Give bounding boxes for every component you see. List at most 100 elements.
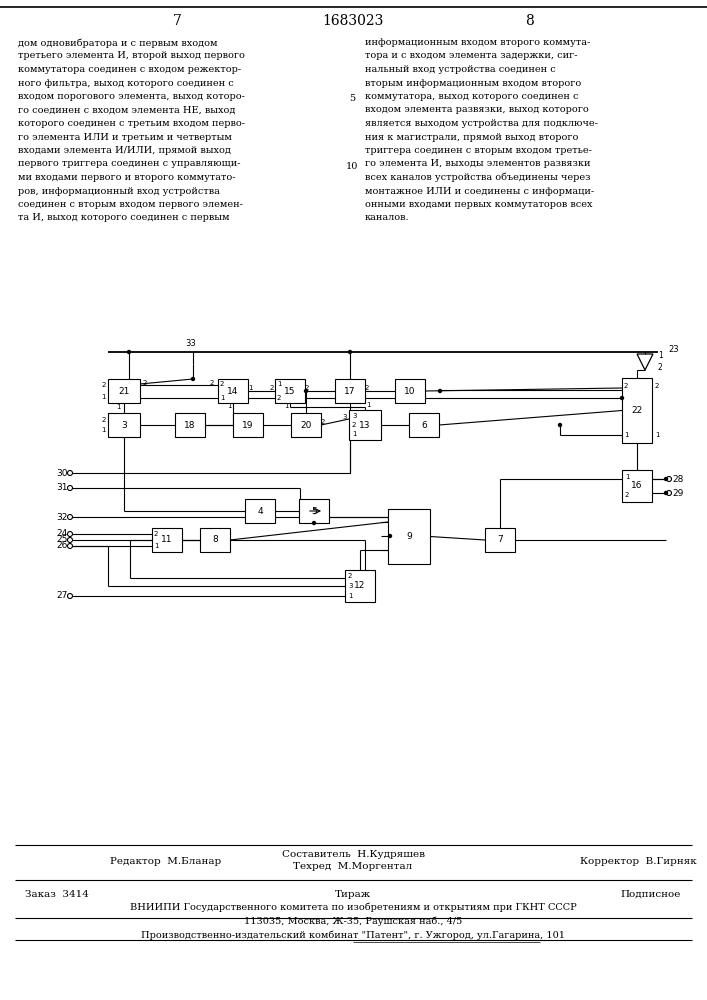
Text: 23: 23 bbox=[668, 346, 679, 355]
Text: монтажное ИЛИ и соединены с информаци-: монтажное ИЛИ и соединены с информаци- bbox=[365, 186, 594, 196]
Text: вторым информационным входом второго: вторым информационным входом второго bbox=[365, 79, 581, 88]
Circle shape bbox=[389, 534, 392, 538]
Text: входами элемента И/ИЛИ, прямой выход: входами элемента И/ИЛИ, прямой выход bbox=[18, 146, 231, 155]
Text: информационным входом второго коммута-: информационным входом второго коммута- bbox=[365, 38, 590, 47]
Text: ров, информационный вход устройства: ров, информационный вход устройства bbox=[18, 186, 220, 196]
Text: го элемента И, выходы элементов развязки: го элемента И, выходы элементов развязки bbox=[365, 159, 590, 168]
Circle shape bbox=[438, 389, 441, 392]
Text: 1: 1 bbox=[102, 427, 106, 433]
Text: ного фильтра, выход которого соединен с: ного фильтра, выход которого соединен с bbox=[18, 79, 234, 88]
Text: 1: 1 bbox=[625, 474, 629, 480]
Text: 2: 2 bbox=[352, 422, 356, 428]
Text: 3: 3 bbox=[348, 583, 353, 589]
Text: та И, выход которого соединен с первым: та И, выход которого соединен с первым bbox=[18, 214, 230, 223]
Text: третьего элемента И, второй выход первого: третьего элемента И, второй выход первог… bbox=[18, 51, 245, 60]
Text: 21: 21 bbox=[118, 386, 129, 395]
Bar bbox=[291, 413, 321, 437]
Bar bbox=[275, 379, 305, 403]
Text: 19: 19 bbox=[243, 420, 254, 430]
Text: 14: 14 bbox=[228, 386, 239, 395]
Text: 17: 17 bbox=[344, 386, 356, 395]
Circle shape bbox=[349, 351, 351, 354]
Text: 9: 9 bbox=[406, 532, 412, 541]
Text: 25: 25 bbox=[57, 536, 68, 544]
Circle shape bbox=[312, 522, 315, 524]
Text: 33: 33 bbox=[186, 338, 197, 348]
Text: 2: 2 bbox=[321, 419, 325, 425]
Text: 18: 18 bbox=[185, 420, 196, 430]
Text: 16: 16 bbox=[631, 482, 643, 490]
Text: которого соединен с третьим входом перво-: которого соединен с третьим входом перво… bbox=[18, 119, 245, 128]
Text: 2: 2 bbox=[655, 383, 660, 389]
Text: 2: 2 bbox=[143, 380, 147, 386]
Bar bbox=[388, 509, 430, 564]
Text: 2: 2 bbox=[209, 380, 214, 386]
Text: ния к магистрали, прямой выход второго: ния к магистрали, прямой выход второго bbox=[365, 132, 578, 141]
Text: 4: 4 bbox=[257, 506, 263, 516]
Text: 1683023: 1683023 bbox=[322, 14, 384, 28]
Text: 8: 8 bbox=[525, 14, 534, 28]
Text: 10: 10 bbox=[346, 162, 358, 171]
Text: 6: 6 bbox=[421, 420, 427, 430]
Text: коммутатора соединен с входом режектор-: коммутатора соединен с входом режектор- bbox=[18, 65, 241, 74]
Text: 1: 1 bbox=[658, 352, 662, 360]
Text: 7: 7 bbox=[173, 14, 182, 28]
Text: Подписное: Подписное bbox=[620, 890, 680, 899]
Text: 15: 15 bbox=[284, 386, 296, 395]
Text: Редактор  М.Бланар: Редактор М.Бланар bbox=[110, 857, 221, 866]
Text: онными входами первых коммутаторов всех: онными входами первых коммутаторов всех bbox=[365, 200, 592, 209]
Text: 1: 1 bbox=[277, 381, 281, 387]
Text: 26: 26 bbox=[57, 542, 68, 550]
Text: дом одновибратора и с первым входом: дом одновибратора и с первым входом bbox=[18, 38, 218, 47]
Text: 28: 28 bbox=[672, 475, 684, 484]
Text: 3: 3 bbox=[352, 413, 356, 419]
Bar bbox=[218, 379, 248, 403]
Text: Составитель  Н.Кудряшев: Составитель Н.Кудряшев bbox=[281, 850, 424, 859]
Bar bbox=[152, 528, 182, 552]
Bar bbox=[485, 528, 515, 552]
Text: 2: 2 bbox=[154, 531, 158, 537]
Text: 30: 30 bbox=[57, 468, 68, 478]
Text: Корректор  В.Гирняк: Корректор В.Гирняк bbox=[580, 857, 697, 866]
Circle shape bbox=[621, 396, 624, 399]
Text: 5: 5 bbox=[311, 506, 317, 516]
Text: 2: 2 bbox=[102, 382, 106, 388]
Bar bbox=[299, 499, 329, 523]
Text: 2: 2 bbox=[270, 385, 274, 391]
Text: 29: 29 bbox=[672, 488, 684, 497]
Text: входом элемента развязки, выход которого: входом элемента развязки, выход которого bbox=[365, 105, 589, 114]
Text: го элемента ИЛИ и третьим и четвертым: го элемента ИЛИ и третьим и четвертым bbox=[18, 132, 232, 141]
Text: 13: 13 bbox=[359, 420, 370, 430]
Text: первого триггера соединен с управляющи-: первого триггера соединен с управляющи- bbox=[18, 159, 240, 168]
Text: 1: 1 bbox=[154, 543, 158, 549]
Text: 2: 2 bbox=[348, 573, 352, 579]
Text: 5: 5 bbox=[349, 94, 355, 103]
Text: 32: 32 bbox=[57, 512, 68, 522]
Text: 2: 2 bbox=[102, 417, 106, 423]
Text: коммутатора, выход которого соединен с: коммутатора, выход которого соединен с bbox=[365, 92, 578, 101]
Text: тора и с входом элемента задержки, сиг-: тора и с входом элемента задержки, сиг- bbox=[365, 51, 578, 60]
Text: является выходом устройства для подключе-: является выходом устройства для подключе… bbox=[365, 119, 598, 128]
Text: 2: 2 bbox=[624, 383, 629, 389]
Text: соединен с вторым входом первого элемен-: соединен с вторым входом первого элемен- bbox=[18, 200, 243, 209]
Text: 1: 1 bbox=[624, 432, 629, 438]
Text: 1: 1 bbox=[348, 593, 353, 599]
Text: 2: 2 bbox=[277, 395, 281, 401]
Text: 10: 10 bbox=[404, 386, 416, 395]
Text: 1: 1 bbox=[284, 403, 288, 409]
Text: 1: 1 bbox=[352, 431, 356, 437]
Bar bbox=[345, 570, 375, 602]
Bar bbox=[409, 413, 439, 437]
Text: 1: 1 bbox=[220, 395, 225, 401]
Bar bbox=[233, 413, 263, 437]
Text: 20: 20 bbox=[300, 420, 312, 430]
Text: каналов.: каналов. bbox=[365, 214, 409, 223]
Text: 2: 2 bbox=[625, 492, 629, 498]
Circle shape bbox=[559, 424, 561, 426]
Text: 113035, Москва, Ж-35, Раушская наб., 4/5: 113035, Москва, Ж-35, Раушская наб., 4/5 bbox=[244, 916, 462, 926]
Bar bbox=[395, 379, 425, 403]
Bar bbox=[175, 413, 205, 437]
Text: 2: 2 bbox=[658, 363, 662, 372]
Text: 24: 24 bbox=[57, 530, 68, 538]
Text: 22: 22 bbox=[631, 406, 643, 415]
